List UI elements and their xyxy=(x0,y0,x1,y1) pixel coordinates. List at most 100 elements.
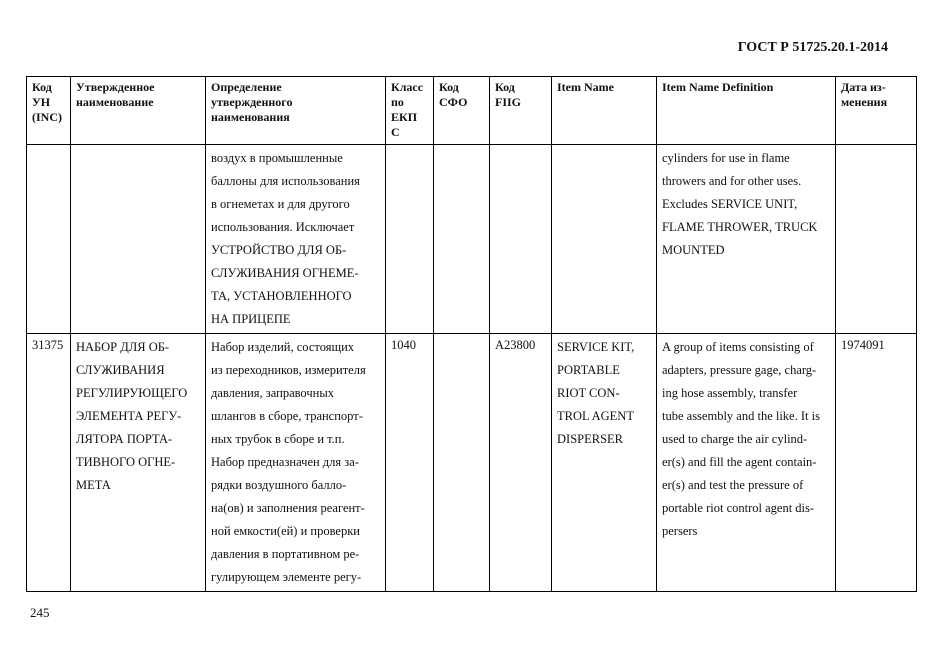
cell-line: ной емкости(ей) и проверки xyxy=(211,524,360,538)
column-header-class: Класс по ЕКП С xyxy=(385,76,434,145)
header-line: Определение xyxy=(211,80,282,94)
cell-item-name xyxy=(551,144,657,334)
cell-line: persers xyxy=(662,524,698,538)
cell-line: Набор изделий, состоящих xyxy=(211,340,355,354)
cell-line: er(s) and fill the agent contain- xyxy=(662,455,817,469)
cell-inc-code: 31375 xyxy=(26,333,71,592)
header-line: Класс xyxy=(391,80,424,94)
cell-line: на(ов) и заполнения реагент- xyxy=(211,501,365,515)
header-line: по xyxy=(391,95,404,109)
cell-line: НА ПРИЦЕПЕ xyxy=(211,312,291,326)
cell-class xyxy=(385,144,434,334)
header-line: Item Name xyxy=(557,80,614,94)
cell-definition: воздух в промышленные баллоны для использ… xyxy=(205,144,386,334)
cell-line: давления в портативном ре- xyxy=(211,547,360,561)
cell-line: ЛЯТОРА ПОРТА- xyxy=(76,432,173,446)
table-header-row: Код УН (INC) Утвержденное наименование Опреде… xyxy=(26,76,917,145)
header-line: наименование xyxy=(76,95,154,109)
cell-fiig-code: A23800 xyxy=(489,333,552,592)
cell-line: 1974091 xyxy=(841,338,885,352)
document-title: ГОСТ Р 51725.20.1-2014 xyxy=(737,40,888,55)
header-line: (INC) xyxy=(32,110,62,124)
cell-fiig-code xyxy=(489,144,552,334)
cell-line: A23800 xyxy=(495,338,536,352)
cell-line: used to charge the air cylind- xyxy=(662,432,808,446)
column-header-inc-code: Код УН (INC) xyxy=(26,76,71,145)
cell-line: воздух в промышленные xyxy=(211,151,343,165)
cell-line: ТИВНОГО ОГНЕ- xyxy=(76,455,176,469)
cell-item-definition: A group of items consisting of adapters, … xyxy=(656,333,836,592)
cell-line: throwers and for other uses. xyxy=(662,174,802,188)
column-header-fiig-code: Код FIIG xyxy=(489,76,552,145)
cell-line: шлангов в сборе, транспорт- xyxy=(211,409,363,423)
cell-line: в огнеметах и для другого xyxy=(211,197,350,211)
cell-line: баллоны для использования xyxy=(211,174,360,188)
cell-line: НАБОР ДЛЯ ОБ- xyxy=(76,340,170,354)
cell-line: er(s) and test the pressure of xyxy=(662,478,804,492)
header-line: С xyxy=(391,125,400,139)
cell-line: adapters, pressure gage, charg- xyxy=(662,363,817,377)
cell-sfo-code xyxy=(433,333,490,592)
cell-line: MOUNTED xyxy=(662,243,725,257)
header-line: Item Name Definition xyxy=(662,80,774,94)
column-header-item-name: Item Name xyxy=(551,76,657,145)
cell-line: Набор предназначен для за- xyxy=(211,455,359,469)
cell-line: из переходников, измерителя xyxy=(211,363,366,377)
cell-line: давления, заправочных xyxy=(211,386,334,400)
column-header-change-date: Дата из-менения xyxy=(835,76,917,145)
cell-line: МЕТА xyxy=(76,478,111,492)
header-line: Утвержденное xyxy=(76,80,155,94)
header-line: Код xyxy=(495,80,515,94)
cell-line: ЭЛЕМЕНТА РЕГУ- xyxy=(76,409,182,423)
cell-class: 1040 xyxy=(385,333,434,592)
cell-line: tube assembly and the like. It is xyxy=(662,409,820,423)
cell-line: 1040 xyxy=(391,338,416,352)
cell-line: РЕГУЛИРУЮЩЕГО xyxy=(76,386,188,400)
cell-line: A group of items consisting of xyxy=(662,340,814,354)
header-line: менения xyxy=(841,95,888,109)
cell-line: TROL AGENT xyxy=(557,409,634,423)
column-header-approved-name: Утвержденное наименование xyxy=(70,76,206,145)
cell-line: УСТРОЙСТВО ДЛЯ ОБ- xyxy=(211,243,347,257)
header-line: СФО xyxy=(439,95,468,109)
column-header-sfo-code: Код СФО xyxy=(433,76,490,145)
cell-line: ных трубок в сборе и т.п. xyxy=(211,432,345,446)
header-line: наименования xyxy=(211,110,290,124)
cell-approved-name xyxy=(70,144,206,334)
column-header-item-definition: Item Name Definition xyxy=(656,76,836,145)
cell-line: ТА, УСТАНОВЛЕННОГО xyxy=(211,289,352,303)
table-row: 31375 НАБОР ДЛЯ ОБ- СЛУЖИВАНИЯ РЕГУЛИРУЮЩЕГ… xyxy=(26,333,917,592)
cell-change-date: 1974091 xyxy=(835,333,917,592)
cell-inc-code xyxy=(26,144,71,334)
cell-definition: Набор изделий, состоящих из переходников,… xyxy=(205,333,386,592)
cell-line: RIOT CON- xyxy=(557,386,620,400)
header-line: FIIG xyxy=(495,95,522,109)
cell-line: FLAME THROWER, TRUCK xyxy=(662,220,818,234)
cell-item-name: SERVICE KIT, PORTABLE RIOT CON- TROL AGENT D… xyxy=(551,333,657,592)
cell-line: СЛУЖИВАНИЯ xyxy=(76,363,165,377)
cell-line: SERVICE KIT, xyxy=(557,340,635,354)
header-line: утвержденного xyxy=(211,95,293,109)
table-row: воздух в промышленные баллоны для использ… xyxy=(26,144,917,334)
cell-sfo-code xyxy=(433,144,490,334)
cell-line: гулирующем элементе регу- xyxy=(211,570,362,584)
cell-line: Excludes SERVICE UNIT, xyxy=(662,197,798,211)
cell-line: 31375 xyxy=(32,338,64,352)
cell-line: cylinders for use in flame xyxy=(662,151,790,165)
cell-line: ing hose assembly, transfer xyxy=(662,386,798,400)
column-header-definition: Определение утвержденного наименования xyxy=(205,76,386,145)
header-line: Дата из- xyxy=(841,80,886,94)
cell-change-date xyxy=(835,144,917,334)
catalog-table: Код УН (INC) Утвержденное наименование Опреде… xyxy=(26,76,917,592)
cell-line: portable riot control agent dis- xyxy=(662,501,815,515)
cell-line: использования. Исключает xyxy=(211,220,355,234)
header-line: Код xyxy=(32,80,52,94)
cell-line: СЛУЖИВАНИЯ ОГНЕМЕ- xyxy=(211,266,359,280)
cell-line: PORTABLE xyxy=(557,363,620,377)
header-line: УН xyxy=(32,95,51,109)
cell-line: рядки воздушного балло- xyxy=(211,478,347,492)
page-number: 245 xyxy=(30,605,50,620)
header-line: ЕКП xyxy=(391,110,418,124)
header-line: Код xyxy=(439,80,459,94)
